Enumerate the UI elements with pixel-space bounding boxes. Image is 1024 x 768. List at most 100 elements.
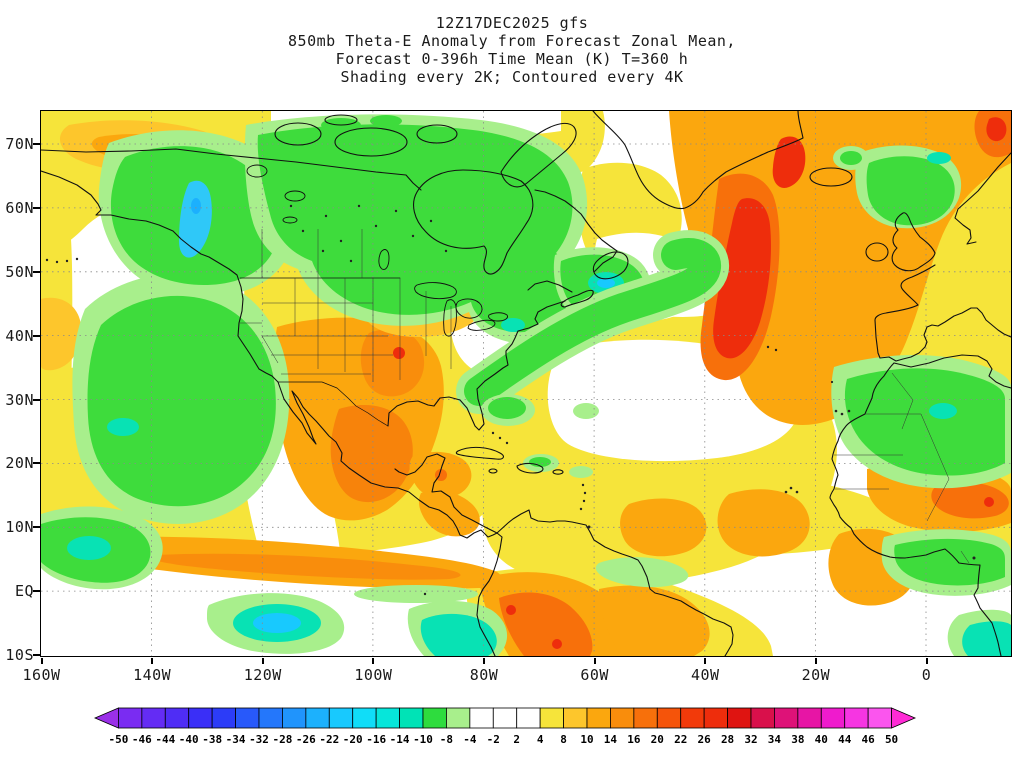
island-specks-shape bbox=[444, 249, 448, 253]
coast-arctic bbox=[41, 148, 422, 191]
island-specks bbox=[45, 204, 976, 596]
shading-pacific-itcz-deep bbox=[151, 553, 461, 580]
lat-tick-label: 60N bbox=[5, 198, 34, 217]
shading-centralam-orange bbox=[418, 490, 480, 537]
shading-atlantic-comma-green bbox=[464, 238, 721, 406]
shading-nwafrica-teal bbox=[929, 403, 957, 419]
shading-sahel-red bbox=[984, 497, 994, 507]
shading-sa-red-1 bbox=[506, 605, 516, 615]
state-borders-shape bbox=[920, 413, 950, 480]
lat-tick-label: 40N bbox=[5, 326, 34, 345]
coast-cuba bbox=[455, 446, 505, 460]
colorbar-segment bbox=[633, 707, 658, 729]
island-specks-shape bbox=[498, 436, 502, 440]
shading-leftmid-gold bbox=[41, 297, 82, 371]
colorbar-tick-label: 34 bbox=[768, 733, 782, 746]
colorbar-segment bbox=[446, 707, 471, 729]
border-us-mexico bbox=[277, 381, 389, 427]
island-specks-shape bbox=[582, 499, 586, 503]
colorbar-segment bbox=[188, 707, 213, 729]
colorbar-tick-label: 28 bbox=[721, 733, 734, 746]
colorbar-segment bbox=[328, 707, 354, 729]
shading-nepacific-teal bbox=[107, 418, 139, 436]
lat-tick-label: 10N bbox=[5, 518, 34, 537]
colorbar-segment bbox=[610, 707, 635, 729]
island-specks-shape bbox=[394, 209, 398, 213]
coast-jamaica bbox=[488, 468, 498, 474]
coast-victoria-island bbox=[334, 127, 408, 157]
colorbar-tick-label: -16 bbox=[366, 733, 386, 746]
state-borders-shape bbox=[926, 478, 950, 522]
colorbar-tick-label: 14 bbox=[604, 733, 618, 746]
coast-nova-scotia bbox=[560, 289, 594, 308]
coast-us-east bbox=[387, 300, 566, 431]
colorbar-tick-label: -50 bbox=[108, 733, 128, 746]
coast-north-america-west bbox=[41, 170, 503, 656]
bahamas bbox=[491, 431, 495, 435]
colorbar-tick-label: -2 bbox=[487, 733, 500, 746]
coast-hudson-bay bbox=[413, 169, 534, 275]
shading-nwafrica-green bbox=[844, 368, 1005, 476]
title-forecast-line: Forecast 0-396h Time Mean (K) T=360 h bbox=[335, 50, 689, 68]
state-borders bbox=[240, 229, 970, 564]
shading-nepacific-green bbox=[87, 295, 276, 507]
coast-south-america-north bbox=[496, 509, 734, 656]
colorbar-segment bbox=[352, 707, 377, 729]
lon-tick-label: 20W bbox=[801, 666, 831, 684]
shading-sa-east-orange bbox=[598, 585, 710, 656]
island-specks-shape bbox=[411, 234, 415, 238]
lon-tick bbox=[925, 658, 928, 664]
galapagos bbox=[423, 592, 427, 596]
colorbar-tick-label: -20 bbox=[343, 733, 363, 746]
island-specks-shape bbox=[587, 525, 591, 529]
colorbar-segment bbox=[727, 707, 752, 729]
anomaly-shading bbox=[41, 111, 1011, 656]
colorbar-tick-label: -14 bbox=[390, 733, 410, 746]
coast-iceland bbox=[809, 167, 853, 187]
lat-tick bbox=[33, 590, 40, 593]
coast-newfoundland bbox=[592, 251, 629, 280]
title-run-line: 12Z17DEC2025 gfs bbox=[435, 14, 589, 32]
lat-tick bbox=[33, 526, 40, 529]
shading-sa-deep bbox=[499, 592, 593, 656]
shading-atl-fleck-pale bbox=[573, 403, 599, 419]
island-specks-shape bbox=[505, 441, 509, 445]
colorbar-tick-label: 10 bbox=[580, 733, 593, 746]
shading-iceland-green bbox=[840, 151, 862, 165]
coast-arctic-island-north bbox=[324, 114, 358, 126]
shading-sacoast-pale bbox=[595, 557, 689, 588]
shading-bottomright-teal bbox=[962, 621, 1011, 656]
island-specks-shape bbox=[349, 259, 353, 263]
map-plot-area bbox=[41, 111, 1011, 656]
shading-peru-teal bbox=[420, 613, 497, 656]
lon-tick bbox=[593, 658, 596, 664]
lesser-antilles bbox=[579, 507, 583, 511]
shading-sa-red-2 bbox=[552, 639, 562, 649]
shading-nyc-teal bbox=[501, 318, 525, 332]
shading-kansas-red bbox=[393, 347, 405, 359]
colorbar-segment bbox=[141, 707, 166, 729]
colorbar-segment bbox=[656, 707, 682, 729]
shading-uk-teal bbox=[927, 152, 951, 164]
colorbar-tick-label: 22 bbox=[674, 733, 687, 746]
coast-puerto-rico bbox=[552, 469, 564, 475]
colorbar-tick-label: -26 bbox=[296, 733, 316, 746]
colorbar-tick-label: 38 bbox=[791, 733, 804, 746]
shading-uk-green bbox=[866, 156, 955, 226]
colorbar-tick-label: 4 bbox=[537, 733, 544, 746]
lake-great-bear bbox=[246, 164, 268, 178]
colorbar-segment bbox=[164, 707, 190, 729]
island-specks-shape bbox=[583, 491, 587, 495]
colorbar-tick-label: 8 bbox=[560, 733, 567, 746]
shading-arctic-green-2 bbox=[370, 115, 402, 127]
colorbar-segment bbox=[820, 707, 846, 729]
shading-plains-deep bbox=[360, 329, 425, 397]
island-specks-shape bbox=[55, 260, 59, 264]
island-specks-shape bbox=[321, 249, 325, 253]
island-specks-shape bbox=[289, 204, 293, 208]
lake-great-slave bbox=[284, 190, 306, 202]
coast-central-america-caribbean bbox=[394, 453, 498, 534]
lon-tick-label: 100W bbox=[354, 666, 393, 684]
lon-tick bbox=[372, 658, 375, 664]
colorbar-segment bbox=[867, 707, 892, 729]
